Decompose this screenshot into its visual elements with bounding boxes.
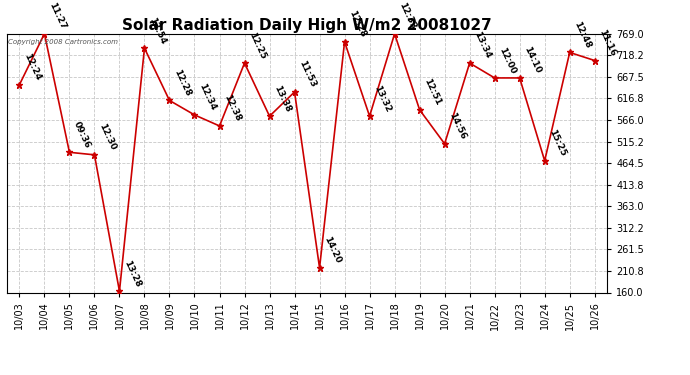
Text: 13:38: 13:38 xyxy=(273,84,293,113)
Text: 14:56: 14:56 xyxy=(447,111,468,141)
Text: 09:36: 09:36 xyxy=(72,120,92,150)
Text: 14:20: 14:20 xyxy=(322,236,343,265)
Text: 12:25: 12:25 xyxy=(247,30,268,60)
Text: 13:32: 13:32 xyxy=(373,84,393,113)
Text: 12:34: 12:34 xyxy=(197,82,217,112)
Text: 13:34: 13:34 xyxy=(473,30,493,60)
Text: Copyright 2008 Cartronics.com: Copyright 2008 Cartronics.com xyxy=(8,39,118,45)
Text: 12:28: 12:28 xyxy=(172,68,193,98)
Text: 12:30: 12:30 xyxy=(97,122,117,152)
Text: 13:54: 13:54 xyxy=(147,15,168,45)
Text: 12:28: 12:28 xyxy=(347,9,368,39)
Text: 12:00: 12:00 xyxy=(497,46,518,75)
Text: 12:51: 12:51 xyxy=(422,77,443,107)
Text: 11:27: 11:27 xyxy=(47,1,68,31)
Text: 12:33: 12:33 xyxy=(397,1,417,31)
Text: 11:53: 11:53 xyxy=(297,59,317,89)
Text: 11:16: 11:16 xyxy=(598,28,618,58)
Text: 13:28: 13:28 xyxy=(122,259,143,288)
Text: 12:38: 12:38 xyxy=(222,93,243,123)
Text: 12:24: 12:24 xyxy=(22,52,43,82)
Text: 12:48: 12:48 xyxy=(573,20,593,50)
Text: 15:25: 15:25 xyxy=(547,128,568,158)
Title: Solar Radiation Daily High W/m2 20081027: Solar Radiation Daily High W/m2 20081027 xyxy=(122,18,492,33)
Text: 14:10: 14:10 xyxy=(522,45,543,75)
